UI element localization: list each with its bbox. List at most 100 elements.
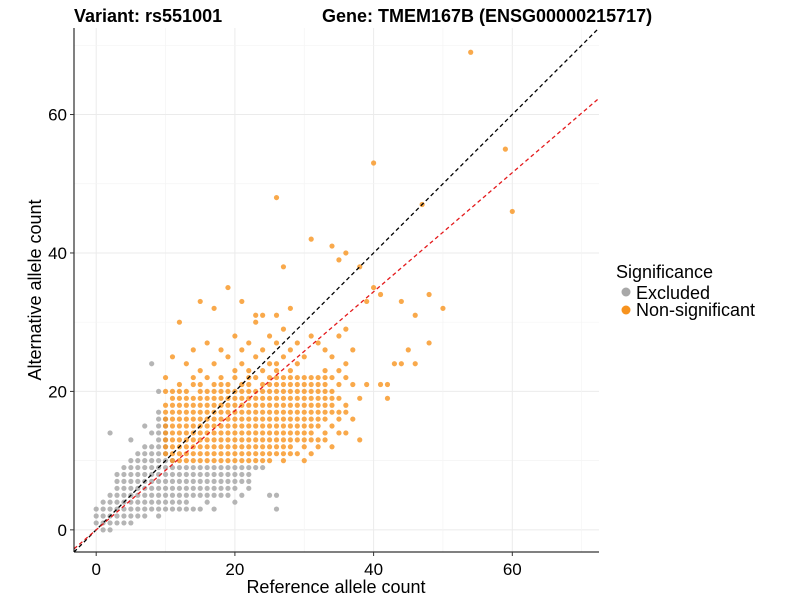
point-excluded — [232, 471, 238, 478]
point-excluded — [183, 478, 189, 484]
point-non-significant — [364, 381, 370, 388]
point-non-significant — [273, 444, 280, 450]
point-excluded — [225, 471, 231, 478]
y-tick-label: 20 — [48, 382, 67, 401]
point-non-significant — [315, 437, 321, 443]
point-non-significant — [377, 381, 384, 388]
point-non-significant — [308, 395, 314, 401]
point-non-significant — [190, 347, 196, 353]
point-non-significant — [266, 333, 273, 339]
point-non-significant — [412, 312, 418, 318]
point-non-significant — [280, 388, 287, 395]
point-non-significant — [301, 402, 307, 408]
point-non-significant — [287, 444, 293, 450]
point-non-significant — [287, 423, 293, 429]
point-excluded — [121, 485, 127, 491]
point-excluded — [204, 464, 210, 471]
point-non-significant — [183, 361, 189, 367]
point-non-significant — [343, 250, 349, 256]
point-non-significant — [218, 451, 224, 457]
point-non-significant — [204, 444, 210, 450]
point-non-significant — [336, 257, 342, 263]
point-excluded — [142, 471, 148, 478]
point-non-significant — [176, 451, 183, 457]
point-non-significant — [273, 437, 280, 443]
point-non-significant — [336, 395, 342, 401]
x-axis-label: Reference allele count — [246, 577, 425, 597]
point-excluded — [183, 464, 189, 471]
point-non-significant — [218, 381, 224, 388]
point-non-significant — [197, 444, 203, 450]
point-non-significant — [308, 381, 314, 388]
point-excluded — [183, 499, 189, 505]
point-non-significant — [162, 437, 169, 443]
point-non-significant — [232, 423, 238, 429]
point-non-significant — [253, 416, 259, 422]
point-excluded — [93, 506, 99, 512]
point-excluded — [190, 471, 196, 478]
point-non-significant — [308, 374, 314, 381]
point-non-significant — [371, 284, 377, 291]
point-non-significant — [294, 340, 300, 346]
legend-swatch-non-significant — [621, 305, 631, 315]
point-non-significant — [301, 374, 307, 381]
x-tick-label: 40 — [364, 560, 383, 579]
point-non-significant — [273, 381, 280, 388]
point-excluded — [183, 485, 189, 491]
point-non-significant — [308, 402, 314, 408]
point-excluded — [149, 492, 155, 498]
point-non-significant — [246, 430, 252, 436]
point-non-significant — [211, 451, 217, 457]
point-excluded — [142, 499, 148, 505]
point-non-significant — [183, 458, 189, 464]
point-non-significant — [287, 395, 293, 401]
point-excluded — [204, 499, 210, 505]
point-non-significant — [405, 347, 411, 353]
point-excluded — [128, 464, 134, 471]
point-excluded — [128, 520, 134, 526]
point-non-significant — [273, 430, 280, 436]
point-excluded — [107, 430, 113, 436]
point-non-significant — [273, 402, 280, 408]
point-non-significant — [253, 430, 259, 436]
point-non-significant — [218, 347, 224, 353]
point-excluded — [121, 492, 127, 498]
point-non-significant — [308, 430, 314, 436]
point-excluded — [190, 506, 196, 512]
point-excluded — [135, 458, 141, 464]
point-non-significant — [218, 374, 224, 381]
point-non-significant — [502, 146, 508, 152]
point-non-significant — [273, 374, 280, 381]
x-tick-label: 0 — [91, 560, 100, 579]
point-non-significant — [343, 402, 349, 408]
point-non-significant — [239, 437, 245, 443]
point-excluded — [239, 478, 245, 484]
point-excluded — [232, 478, 238, 484]
point-excluded — [211, 506, 217, 512]
point-non-significant — [169, 437, 176, 443]
point-non-significant — [197, 395, 203, 401]
point-non-significant — [190, 395, 196, 401]
point-excluded — [128, 478, 134, 484]
point-non-significant — [391, 361, 398, 367]
point-non-significant — [322, 388, 328, 395]
point-excluded — [232, 485, 238, 491]
point-excluded — [204, 492, 210, 498]
legend-title: Significance — [616, 262, 713, 282]
point-non-significant — [266, 395, 273, 401]
point-non-significant — [322, 416, 328, 422]
point-non-significant — [218, 437, 224, 443]
point-non-significant — [357, 395, 363, 401]
point-non-significant — [183, 451, 189, 457]
point-excluded — [232, 464, 238, 471]
point-excluded — [142, 492, 148, 498]
point-non-significant — [273, 312, 280, 318]
point-non-significant — [266, 381, 273, 388]
point-excluded — [246, 478, 252, 484]
point-excluded — [107, 506, 113, 512]
point-excluded — [100, 527, 106, 533]
point-non-significant — [426, 340, 432, 346]
data-points — [93, 49, 515, 533]
point-excluded — [156, 423, 162, 429]
point-excluded — [156, 499, 162, 505]
